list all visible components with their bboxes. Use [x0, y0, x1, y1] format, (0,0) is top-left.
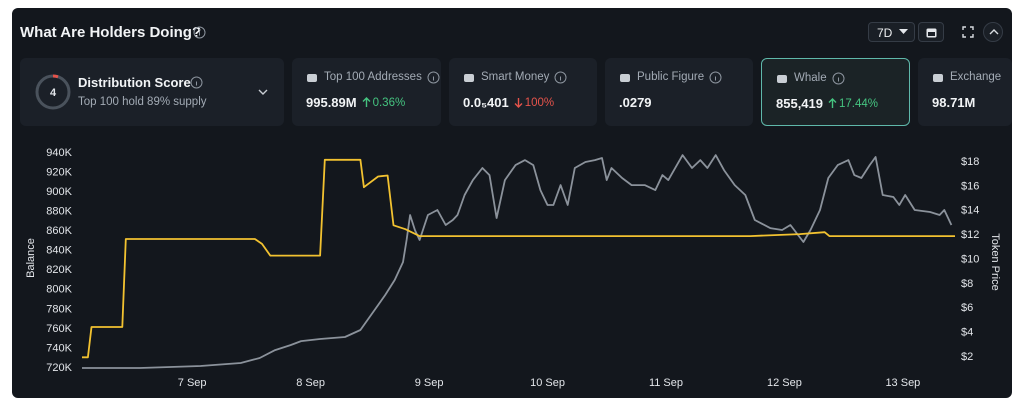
y2-tick-label: $12 — [961, 229, 979, 241]
card-change: 0.36% — [372, 96, 406, 109]
y-tick-label: 800K — [46, 284, 72, 296]
x-tick-label: 10 Sep — [530, 377, 565, 389]
y2-tick-label: $2 — [961, 351, 973, 363]
metric-card[interactable]: Public Figure .0279 — [605, 58, 753, 126]
expand-button[interactable] — [958, 22, 978, 42]
period-label: 7D — [877, 26, 893, 40]
card-row: 0.0₅401 100% — [463, 95, 554, 110]
y2-axis-title: Token Price — [989, 233, 1001, 290]
y2-tick-label: $14 — [961, 205, 979, 217]
card-row: 98.71M — [932, 95, 975, 110]
score-value: 4 — [50, 87, 57, 99]
y-tick-label: 720K — [46, 362, 72, 374]
card-value: .0279 — [619, 95, 652, 110]
x-tick-label: 7 Sep — [178, 377, 207, 389]
change-arrow — [362, 97, 371, 107]
card-row: 995.89M 0.36% — [306, 95, 405, 110]
info-icon[interactable] — [193, 26, 206, 39]
y-tick-label: 740K — [46, 342, 72, 354]
y-axis-title: Balance — [25, 238, 37, 278]
x-tick-label: 13 Sep — [885, 377, 920, 389]
x-tick-label: 12 Sep — [767, 377, 802, 389]
y2-tick-label: $6 — [961, 302, 973, 314]
y2-tick-label: $16 — [961, 180, 979, 192]
card-icon — [933, 74, 943, 82]
card-change: 100% — [524, 96, 555, 109]
x-tick-label: 8 Sep — [296, 377, 325, 389]
x-tick-label: 9 Sep — [415, 377, 444, 389]
y-tick-label: 920K — [46, 166, 72, 178]
card-icon — [307, 74, 317, 82]
metric-card[interactable]: Exchange 98.71M — [918, 58, 1012, 126]
series-line — [82, 154, 953, 369]
chevron — [258, 89, 268, 95]
calendar-button[interactable] — [918, 22, 944, 42]
collapse-icon — [989, 29, 999, 35]
title: What Are Holders Doing? — [20, 24, 202, 41]
card-icon — [777, 75, 787, 83]
info-icon — [190, 76, 203, 89]
card-row: 855,419 17.44% — [776, 96, 878, 111]
card-icon — [620, 74, 630, 82]
card-label: Whale — [794, 72, 827, 84]
series-line — [82, 158, 955, 359]
calendar-icon — [926, 28, 937, 38]
y2-tick-label: $8 — [961, 278, 973, 290]
card-value: 0.0₅401 — [463, 95, 509, 110]
score-subtitle: Top 100 hold 89% supply — [78, 96, 207, 108]
score-card[interactable]: 4 Distribution Score Top 100 hold 89% su… — [20, 58, 284, 126]
y-tick-label: 840K — [46, 245, 72, 257]
score-label: Distribution Score — [78, 75, 191, 90]
metric-card[interactable]: Top 100 Addresses 995.89M 0.36% — [292, 58, 441, 126]
y-tick-label: 880K — [46, 206, 72, 218]
metric-card[interactable]: Whale 855,419 17.44% — [761, 58, 910, 126]
y2-tick-label: $4 — [961, 327, 973, 339]
y-tick-label: 820K — [46, 264, 72, 276]
y-tick-label: 940K — [46, 147, 72, 159]
metric-card[interactable]: Smart Money 0.0₅401 100% — [449, 58, 597, 126]
period-dropdown[interactable]: 7D — [868, 22, 915, 42]
score-ring: 4 — [35, 74, 71, 110]
card-value: 98.71M — [932, 95, 976, 110]
card-label: Smart Money — [481, 71, 550, 83]
caret — [899, 29, 908, 34]
card-value: 855,419 — [776, 96, 823, 111]
card-label: Public Figure — [637, 71, 705, 83]
card-icon — [464, 74, 474, 82]
info-icon — [554, 71, 567, 84]
y2-tick-label: $10 — [961, 253, 979, 265]
y2-tick-label: $18 — [961, 156, 979, 168]
y-tick-label: 780K — [46, 303, 72, 315]
card-label: Exchange — [950, 71, 1002, 83]
card-change: 17.44% — [839, 97, 879, 110]
info-icon — [709, 71, 722, 84]
change-arrow — [828, 98, 837, 108]
card-label: Top 100 Addresses — [324, 71, 422, 83]
change-arrow — [514, 98, 523, 108]
expand-icon — [962, 26, 974, 38]
info-icon — [832, 72, 845, 85]
x-tick-label: 11 Sep — [649, 377, 683, 389]
y-tick-label: 860K — [46, 225, 72, 237]
card-value: 995.89M — [306, 95, 357, 110]
collapse-button[interactable] — [983, 22, 1003, 42]
info-icon — [427, 71, 440, 84]
y-tick-label: 900K — [46, 186, 72, 198]
y-tick-label: 760K — [46, 323, 72, 335]
card-row: .0279 — [619, 95, 652, 110]
